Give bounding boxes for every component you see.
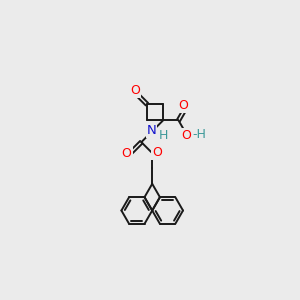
- Text: O: O: [130, 84, 140, 97]
- Text: O: O: [122, 147, 131, 160]
- Text: N: N: [147, 124, 156, 137]
- Text: O: O: [181, 129, 191, 142]
- Text: O: O: [178, 100, 188, 112]
- Text: -H: -H: [193, 128, 207, 140]
- Text: O: O: [152, 146, 162, 159]
- Text: H: H: [159, 129, 169, 142]
